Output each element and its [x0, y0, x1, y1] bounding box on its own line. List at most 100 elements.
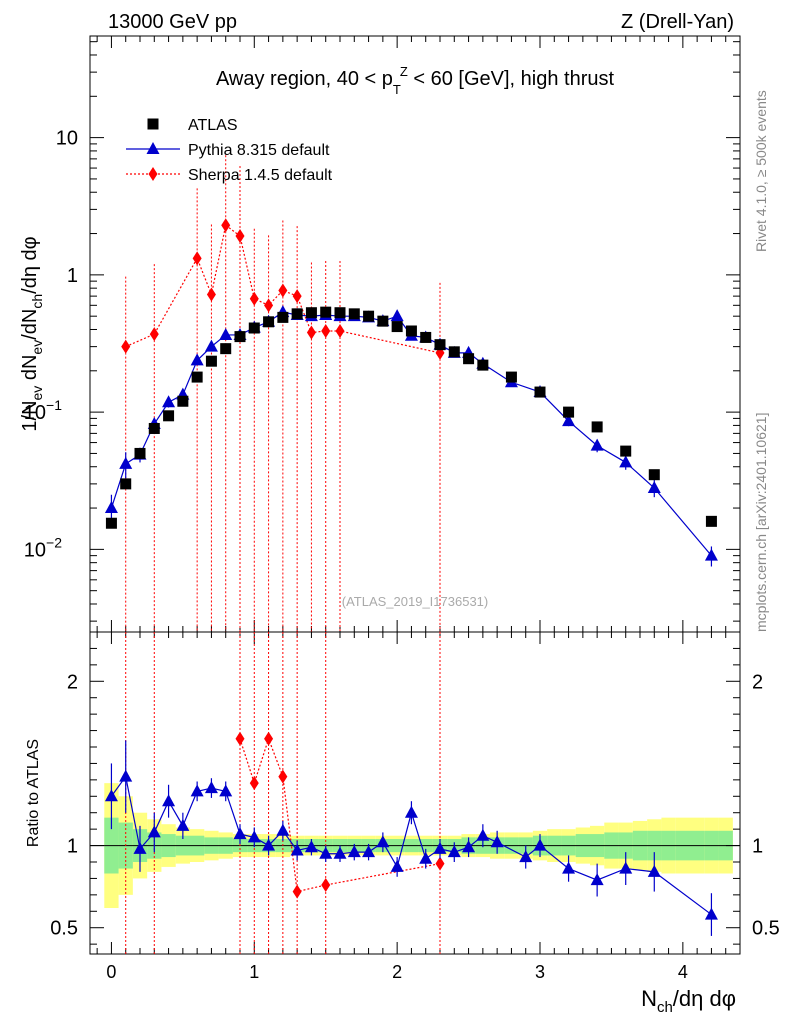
atlas-point: [320, 306, 332, 318]
atlas-point: [163, 410, 175, 422]
ratio-y-tick-label: 0.5: [50, 918, 78, 940]
sherpa-ratio-point: [321, 878, 331, 892]
pythia-point: [390, 309, 404, 322]
sherpa-point: [306, 325, 316, 340]
pythia-ratio-point: [290, 843, 304, 856]
atlas-point: [277, 311, 289, 323]
legend-label: Sherpa 1.4.5 default: [188, 167, 333, 184]
ratio-axes: 0 1 2 3 4 2 2 1 1 0.5 0.5: [50, 632, 780, 982]
pythia-ratio-point: [347, 845, 361, 858]
pythia-point: [704, 548, 718, 561]
pythia-point: [619, 455, 633, 468]
legend: ATLAS Pythia 8.315 default Sherpa 1.4.5 de…: [126, 117, 333, 184]
pythia-ratio-point: [419, 851, 433, 864]
ratio-y-tick-label-right: 2: [752, 671, 763, 693]
atlas-point: [177, 395, 189, 407]
pythia-ratio-point: [304, 840, 318, 853]
x-tick-label: 0: [106, 962, 116, 982]
pythia-ratio-point: [647, 864, 661, 877]
sherpa-point: [221, 218, 231, 233]
pythia-ratio-point: [447, 845, 461, 858]
analysis-label: (ATLAS_2019_I1736531): [342, 594, 488, 609]
atlas-point: [248, 322, 260, 334]
sherpa-point: [335, 323, 345, 338]
atlas-point: [377, 315, 389, 327]
pythia-point: [119, 456, 133, 469]
pythia-ratio-point: [362, 845, 376, 858]
sherpa-ratio-point: [249, 776, 259, 791]
pythia-ratio-point: [119, 769, 133, 782]
atlas-point: [505, 371, 517, 383]
main-panel: Away region, 40 < pTZ < 60 [GeV], high t…: [19, 35, 741, 633]
pythia-ratio-point: [476, 828, 490, 841]
sherpa-point: [149, 327, 159, 342]
pythia-point: [590, 438, 604, 451]
pythia-ratio-point: [519, 850, 533, 863]
atlas-point: [234, 331, 246, 343]
ratio-y-tick-label-right: 1: [752, 836, 763, 858]
pythia-ratio-point: [104, 789, 118, 802]
pythia-point: [219, 327, 233, 340]
pythia-ratio-point: [462, 840, 476, 853]
atlas-point: [648, 469, 660, 481]
pythia-ratio-point: [133, 841, 147, 854]
atlas-point: [448, 346, 460, 358]
atlas-point: [563, 406, 575, 418]
y-tick-label: 10−1: [24, 397, 62, 424]
pythia-ratio-point: [204, 781, 218, 794]
pythia-point: [104, 501, 118, 514]
atlas-point: [348, 308, 360, 320]
atlas-point: [620, 445, 632, 457]
pythia-ratio-point: [490, 835, 504, 848]
atlas-point: [134, 447, 146, 459]
process-label: Z (Drell-Yan): [621, 11, 734, 33]
pythia-ratio-point: [219, 784, 233, 797]
sherpa-point: [121, 339, 131, 354]
atlas-point: [405, 325, 417, 337]
sherpa-ratio-point: [278, 769, 288, 784]
ratio-bands: [90, 783, 740, 908]
pythia-ratio-point: [333, 846, 347, 859]
sherpa-ratio-point: [264, 731, 274, 746]
sherpa-point: [192, 251, 202, 266]
sherpa-point: [235, 228, 245, 243]
legend-marker: [147, 118, 159, 130]
pythia-ratio-point: [433, 841, 447, 854]
pythia-line: [110, 311, 712, 557]
x-tick-label: 3: [535, 962, 545, 982]
sherpa-point: [249, 291, 259, 306]
y-tick-label: 1: [67, 265, 78, 287]
x-tick-label: 2: [392, 962, 402, 982]
rivet-label: Rivet 4.1.0, ≥ 500k events: [753, 90, 769, 252]
pythia-ratio-point: [319, 846, 333, 859]
atlas-point: [463, 353, 475, 365]
pythia-ratio-point: [404, 805, 418, 818]
pythia-point: [562, 414, 576, 427]
atlas-point: [705, 515, 717, 527]
pythia-ratio-point: [704, 907, 718, 920]
ratio-y-tick-label: 1: [67, 836, 78, 858]
mcplots-label: mcplots.cern.ch [arXiv:2401.10621]: [753, 413, 769, 632]
pythia-point: [204, 339, 218, 352]
pythia-ratio-point: [233, 827, 247, 840]
energy-label: 13000 GeV pp: [108, 11, 237, 33]
ratio-y-tick-label-right: 0.5: [752, 918, 780, 940]
pythia-ratio-point: [147, 825, 161, 838]
sherpa-point: [292, 289, 302, 304]
pythia-ratio-point: [162, 794, 176, 807]
pythia-ratio-point: [376, 835, 390, 848]
main-axes: 10 1 10−1 10−2: [24, 36, 740, 632]
plot-title: Away region, 40 < pTZ < 60 [GeV], high t…: [216, 64, 615, 97]
pythia-ratio-point: [562, 861, 576, 874]
atlas-point: [391, 321, 403, 333]
ratio-y-tick-label: 2: [67, 671, 78, 693]
pythia-point: [190, 353, 204, 366]
sherpa-ratio-point: [292, 884, 302, 899]
main-y-label: 1/Nev dNev/dNch/dη dφ: [19, 236, 45, 431]
sherpa-point: [278, 283, 288, 298]
x-axis-label: Nch/dη dφ: [641, 986, 736, 1016]
ratio-y-label: Ratio to ATLAS: [25, 739, 42, 847]
pythia-ratio-point: [276, 823, 290, 836]
atlas-point: [220, 343, 232, 355]
